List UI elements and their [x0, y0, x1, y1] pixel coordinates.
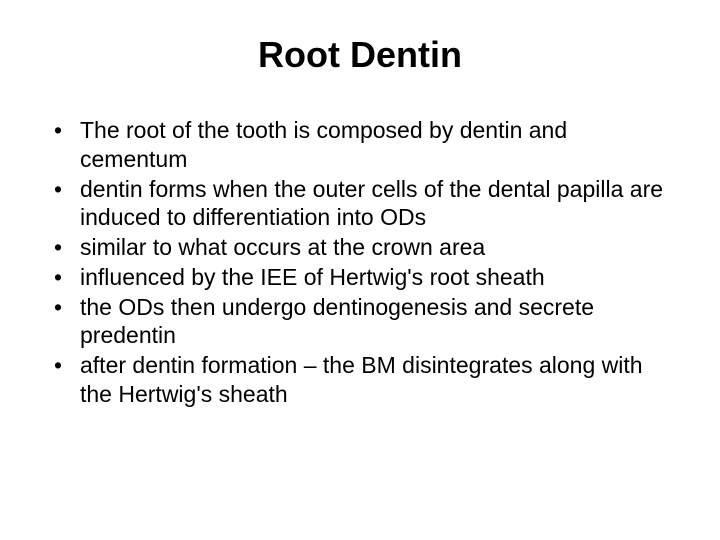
bullet-item: • the ODs then undergo dentinogenesis an…: [52, 293, 672, 351]
slide-container: Root Dentin • The root of the tooth is c…: [0, 0, 720, 540]
bullet-text: dentin forms when the outer cells of the…: [80, 175, 672, 233]
bullet-text: influenced by the IEE of Hertwig's root …: [80, 263, 672, 292]
slide-title: Root Dentin: [48, 34, 672, 76]
bullet-item: • similar to what occurs at the crown ar…: [52, 233, 672, 262]
bullet-text: The root of the tooth is composed by den…: [80, 116, 672, 174]
bullet-text: after dentin formation – the BM disinteg…: [80, 351, 672, 409]
bullet-marker-icon: •: [52, 175, 80, 204]
bullet-item: • after dentin formation – the BM disint…: [52, 351, 672, 409]
bullet-list: • The root of the tooth is composed by d…: [52, 116, 672, 409]
bullet-text: similar to what occurs at the crown area: [80, 233, 672, 262]
bullet-item: • The root of the tooth is composed by d…: [52, 116, 672, 174]
bullet-text: the ODs then undergo dentinogenesis and …: [80, 293, 672, 351]
bullet-item: • influenced by the IEE of Hertwig's roo…: [52, 263, 672, 292]
bullet-marker-icon: •: [52, 233, 80, 262]
bullet-marker-icon: •: [52, 351, 80, 380]
bullet-marker-icon: •: [52, 293, 80, 322]
slide-content: • The root of the tooth is composed by d…: [48, 116, 672, 409]
bullet-marker-icon: •: [52, 263, 80, 292]
bullet-marker-icon: •: [52, 116, 80, 145]
bullet-item: • dentin forms when the outer cells of t…: [52, 175, 672, 233]
